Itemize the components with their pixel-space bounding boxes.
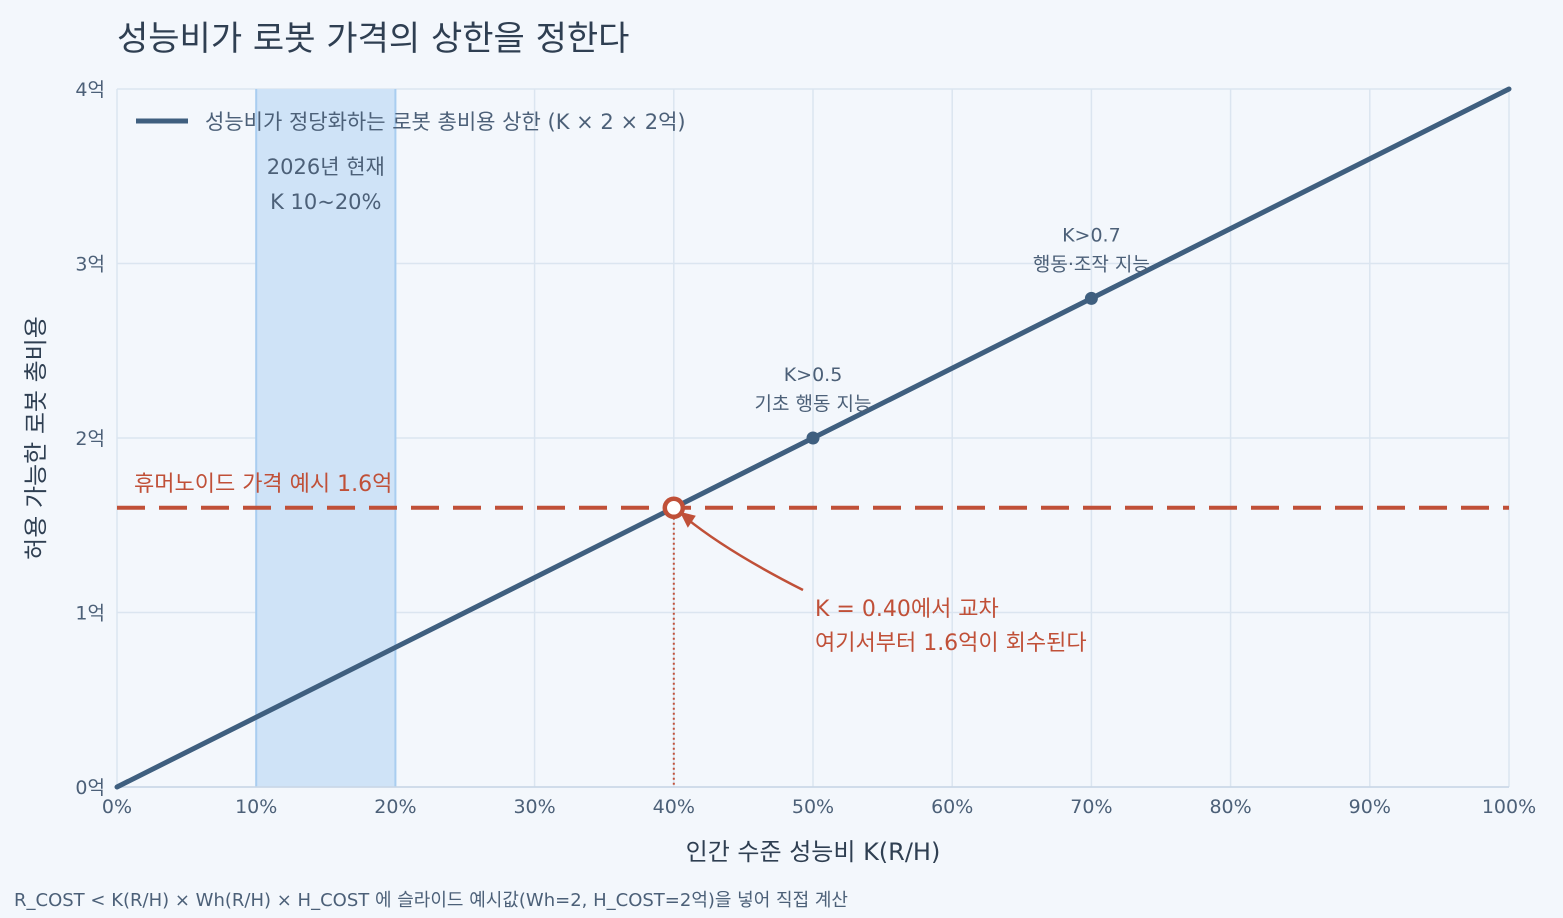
y-tick-label: 2억	[75, 428, 105, 450]
x-tick-label: 50%	[792, 796, 834, 818]
band-rect	[256, 89, 396, 787]
band-label: K 10~20%	[270, 190, 381, 214]
crossing-label: K = 0.40에서 교차	[815, 597, 999, 622]
crossing-point	[662, 496, 686, 520]
y-tick-label: 4억	[75, 79, 105, 101]
x-tick-label: 0%	[102, 796, 132, 818]
x-tick-label: 90%	[1349, 796, 1391, 818]
milestone-label: K>0.7	[1062, 224, 1121, 246]
chart-title: 성능비가 로봇 가격의 상한을 정한다	[117, 19, 629, 59]
y-tick-label: 3억	[75, 254, 105, 276]
x-tick-label: 10%	[235, 796, 277, 818]
x-tick-label: 70%	[1070, 796, 1112, 818]
band-label: 2026년 현재	[267, 155, 385, 179]
x-tick-label: 100%	[1482, 796, 1536, 818]
x-axis-label: 인간 수준 성능비 K(R/H)	[686, 838, 941, 866]
footnote: R_COST < K(R/H) × Wh(R/H) × H_COST 에 슬라이…	[14, 890, 848, 911]
reference-line-group: 휴머노이드 가격 예시 1.6억	[117, 472, 1509, 510]
milestone-label: K>0.5	[784, 364, 843, 386]
x-tick-label: 20%	[374, 796, 416, 818]
legend: 성능비가 정당화하는 로봇 총비용 상한 (K × 2 × 2억)	[136, 110, 686, 134]
y-axis-label: 허용 가능한 로봇 총비용	[22, 316, 50, 560]
y-tick-label: 0억	[75, 777, 105, 799]
milestone-point	[1084, 291, 1098, 305]
y-tick-label: 1억	[75, 603, 105, 625]
milestone-label: 기초 행동 지능	[755, 393, 872, 415]
x-tick-label: 60%	[931, 796, 973, 818]
current-k-band: 2026년 현재 K 10~20%	[255, 89, 397, 787]
legend-entry: 성능비가 정당화하는 로봇 총비용 상한 (K × 2 × 2억)	[205, 110, 686, 134]
milestone-point	[806, 431, 820, 445]
axes: 0% 10% 20% 30% 40% 50% 60% 70% 80% 90% 100% 0억 1억 2억 3…	[75, 79, 1536, 818]
crossing-arrow-head	[679, 511, 696, 528]
x-tick-label: 40%	[653, 796, 695, 818]
crossing-label: 여기서부터 1.6억이 회수된다	[815, 631, 1087, 656]
reference-line-label: 휴머노이드 가격 예시 1.6억	[134, 472, 392, 497]
crossing-arrow	[685, 516, 804, 592]
x-tick-label: 80%	[1209, 796, 1251, 818]
annotations: K>0.5 기초 행동 지능 K>0.7 행동·조작 지능 K = 0.40에서 교차여…	[662, 224, 1150, 787]
x-tick-label: 30%	[513, 796, 555, 818]
milestone-label: 행동·조작 지능	[1033, 253, 1150, 275]
